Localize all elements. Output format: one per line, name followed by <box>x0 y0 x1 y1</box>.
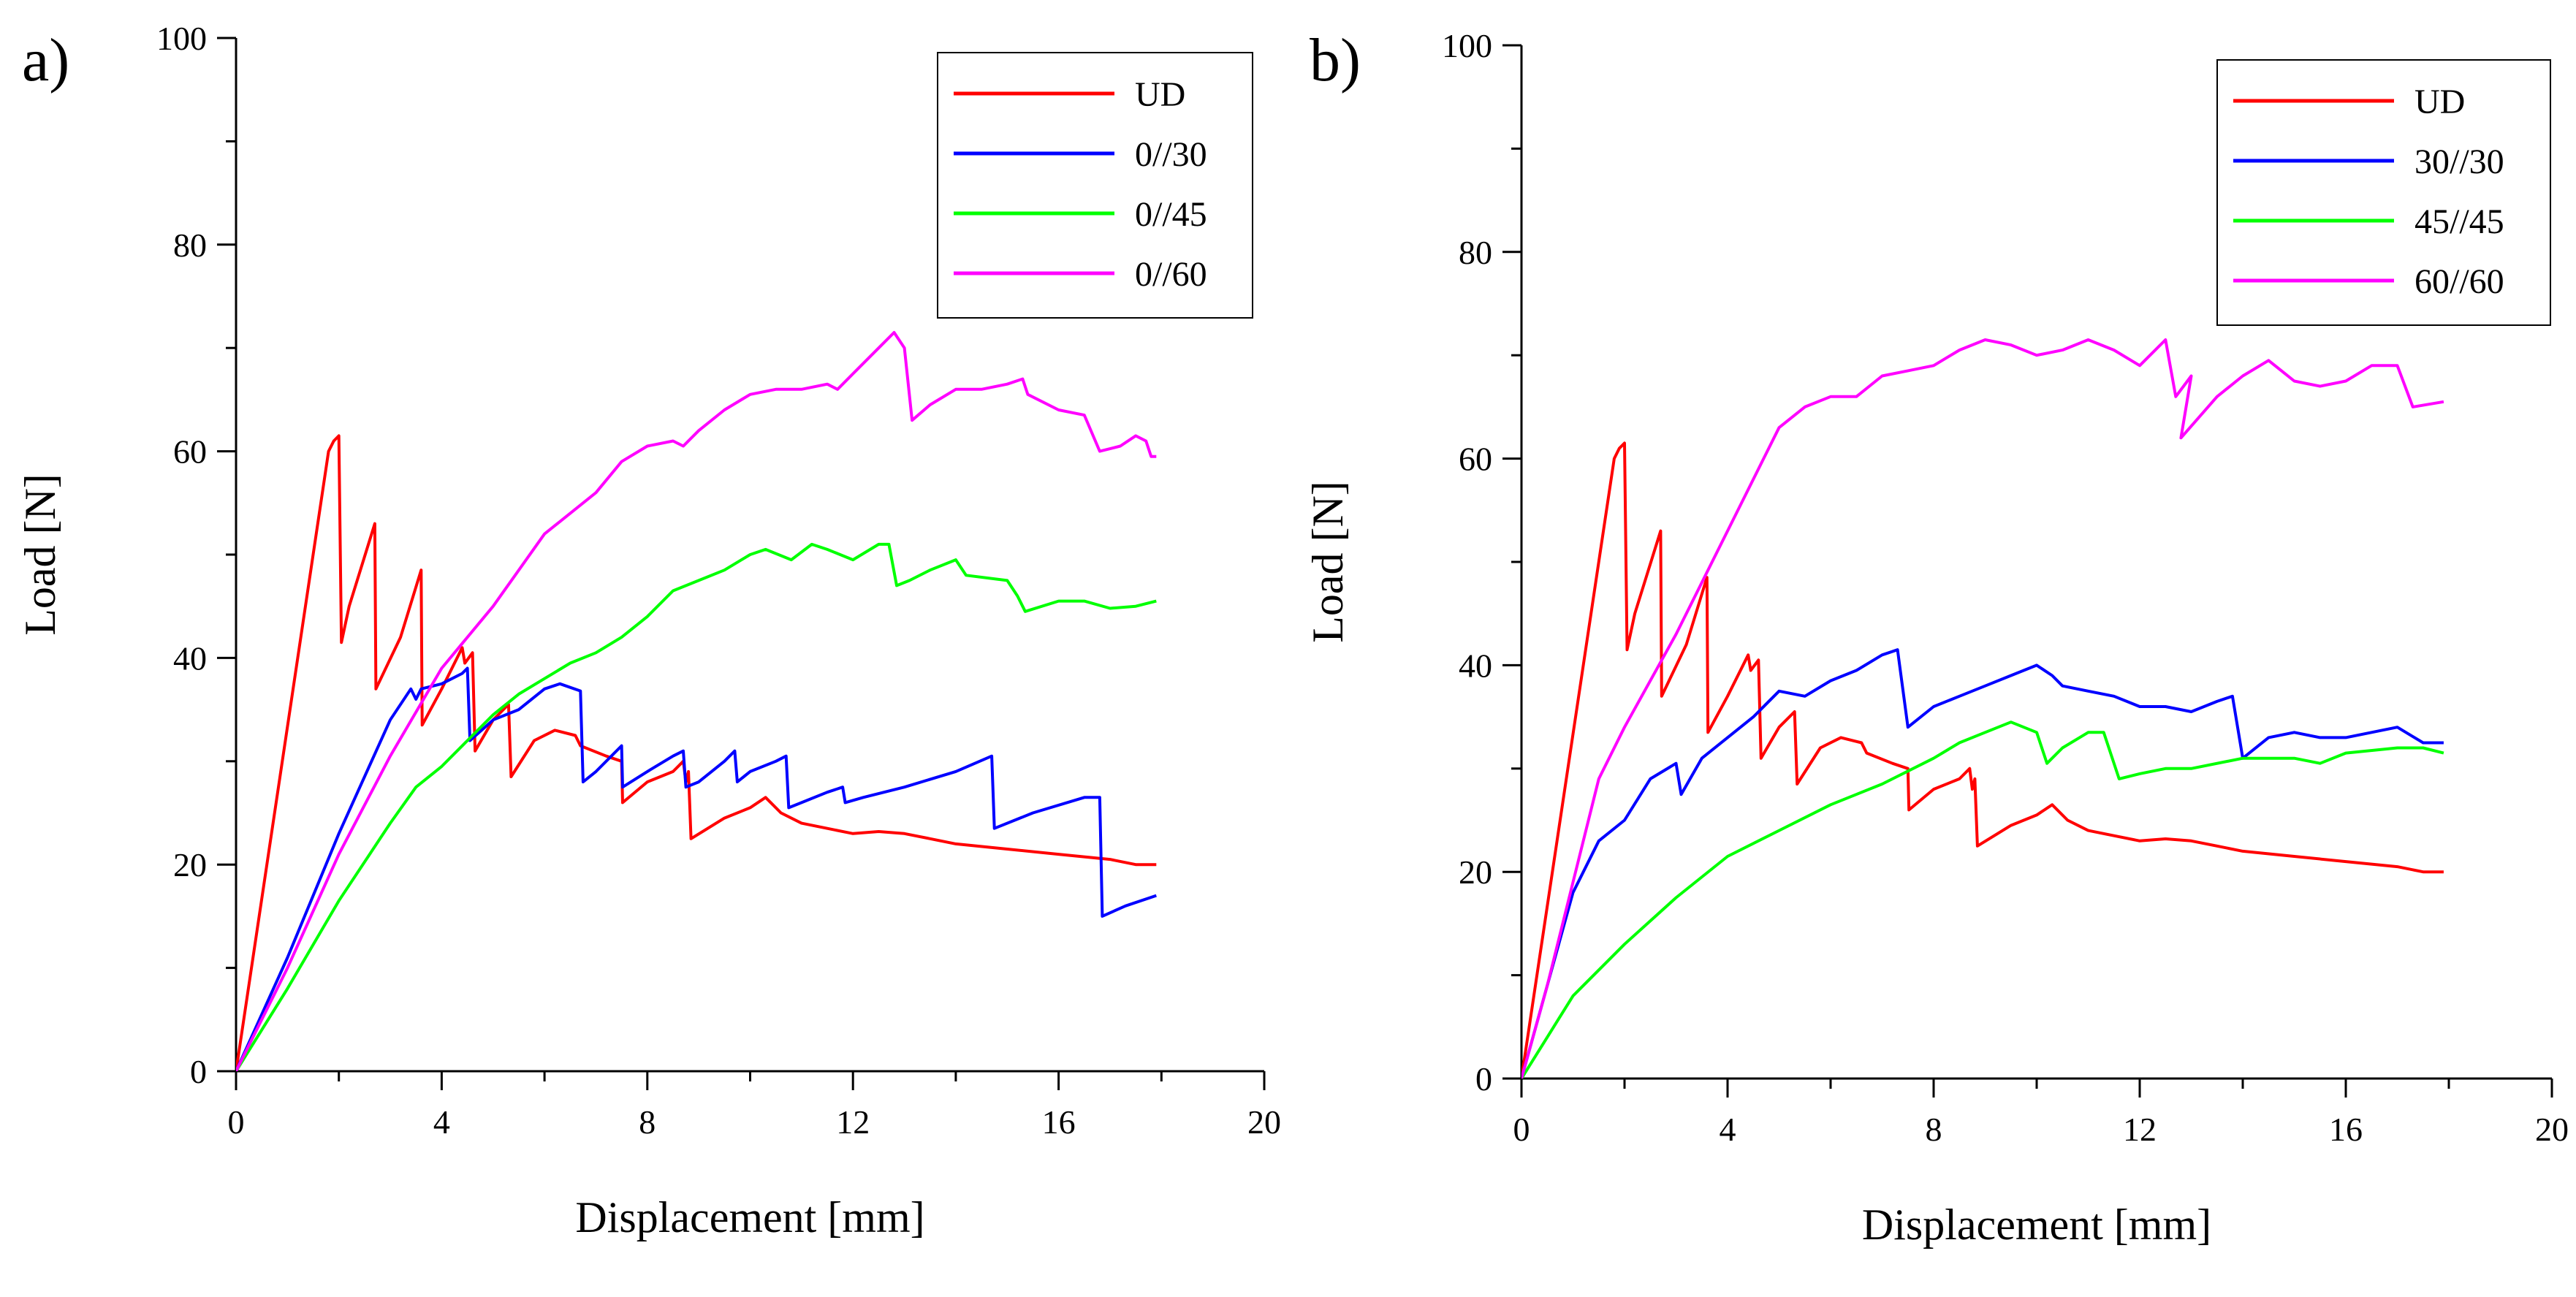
x-axis-title: Displacement [mm] <box>575 1193 924 1241</box>
y-tick-label: 40 <box>1459 647 1492 684</box>
series-line-30-30 <box>1521 648 2444 1079</box>
series-line-0-45 <box>236 542 1157 1071</box>
chart-svg: 0 4 8 12 16 20 0 20 40 60 80 100 Displacement [mm] Lo… <box>16 20 1281 1241</box>
x-tick-label: 16 <box>2329 1111 2363 1148</box>
y-tick-label: 20 <box>173 846 207 883</box>
panel-label: b) <box>1310 26 1361 94</box>
legend-label: UD <box>1135 75 1185 114</box>
series-line-0-30 <box>236 666 1157 1071</box>
y-tick-label: 100 <box>156 20 207 57</box>
x-tick-label: 20 <box>2535 1111 2569 1148</box>
x-tick-label: 4 <box>433 1103 450 1141</box>
legend-label: 0//60 <box>1135 255 1207 294</box>
x-tick-label: 12 <box>836 1103 870 1141</box>
series-line-UD <box>1521 441 2444 1079</box>
y-tick-label: 40 <box>173 639 207 677</box>
y-tick-label: 100 <box>1442 27 1492 64</box>
panel-label: a) <box>22 26 69 94</box>
legend-label: 30//30 <box>2414 142 2504 181</box>
x-tick-label: 8 <box>639 1103 656 1141</box>
y-tick-label: 80 <box>173 227 207 264</box>
y-axis-title: Load [N] <box>1304 481 1352 643</box>
y-axis-title: Load [N] <box>16 473 64 636</box>
legend-label: 0//30 <box>1135 135 1207 174</box>
y-tick-label: 20 <box>1459 853 1492 891</box>
legend-label: 0//45 <box>1135 195 1207 234</box>
x-axis-title: Displacement [mm] <box>1862 1201 2211 1249</box>
y-tick-label: 0 <box>190 1053 207 1090</box>
legend-label: 60//60 <box>2414 262 2504 301</box>
x-tick-label: 16 <box>1042 1103 1076 1141</box>
x-tick-label: 0 <box>228 1103 245 1141</box>
chart-svg: 0 4 8 12 16 20 0 20 40 60 80 100 Displacement [mm] Lo… <box>1304 26 2569 1249</box>
y-tick-label: 60 <box>1459 441 1492 478</box>
legend-label: 45//45 <box>2414 202 2504 241</box>
y-tick-label: 80 <box>1459 234 1492 271</box>
series-line-60-60 <box>1521 338 2444 1079</box>
x-tick-label: 4 <box>1720 1111 1736 1148</box>
chart-panel-a: 0 4 8 12 16 20 0 20 40 60 80 100 Displacement [mm] Lo… <box>16 20 1281 1241</box>
x-tick-label: 12 <box>2123 1111 2157 1148</box>
series-line-0-60 <box>236 331 1157 1071</box>
y-tick-label: 0 <box>1475 1060 1492 1098</box>
series-line-UD <box>236 434 1157 1071</box>
legend-label: UD <box>2414 83 2465 121</box>
chart-panel-b: 0 4 8 12 16 20 0 20 40 60 80 100 Displacement [mm] Lo… <box>1288 0 2576 1297</box>
y-tick-label: 60 <box>173 433 207 471</box>
x-tick-label: 0 <box>1513 1111 1530 1148</box>
series-line-45-45 <box>1521 720 2444 1079</box>
x-tick-label: 20 <box>1247 1103 1281 1141</box>
x-tick-label: 8 <box>1926 1111 1942 1148</box>
